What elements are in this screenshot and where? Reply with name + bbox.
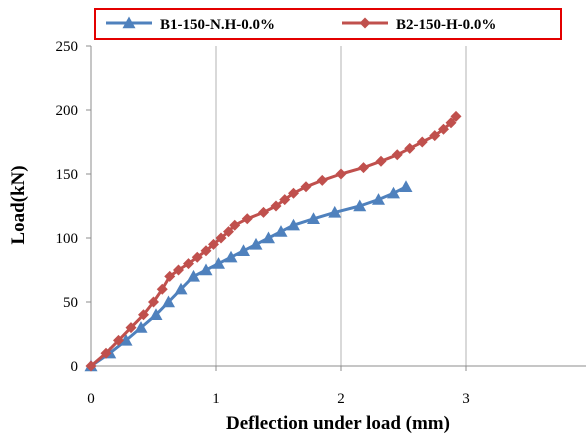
y-tick-label: 100 — [56, 231, 79, 247]
series-line — [91, 187, 406, 366]
series-1 — [85, 180, 413, 371]
series-group — [85, 111, 462, 372]
y-axis-title: Load(kN) — [8, 165, 29, 244]
data-point — [301, 181, 312, 192]
legend-label: B2-150-H-0.0% — [396, 17, 496, 33]
data-point — [317, 175, 328, 186]
x-tick-label: 1 — [212, 391, 220, 407]
data-point — [242, 213, 253, 224]
data-point — [404, 143, 415, 154]
y-tick-label: 150 — [56, 167, 79, 183]
y-tick-label: 200 — [56, 103, 79, 119]
legend: B1-150-N.H-0.0% B2-150-H-0.0% — [95, 9, 561, 39]
data-point — [417, 137, 428, 148]
y-tick-label: 0 — [71, 359, 79, 375]
data-point — [258, 207, 269, 218]
x-tick-label: 2 — [337, 391, 345, 407]
y-tick-label: 50 — [63, 295, 78, 311]
data-point — [336, 169, 347, 180]
tick-labels: 05010015020025001234 — [56, 39, 586, 407]
legend-label: B1-150-N.H-0.0% — [160, 17, 275, 33]
data-point — [376, 156, 387, 167]
y-tick-label: 250 — [56, 39, 79, 55]
x-tick-label: 0 — [87, 391, 95, 407]
x-tick-label: 3 — [462, 391, 470, 407]
data-point — [392, 149, 403, 160]
data-point — [400, 180, 413, 192]
x-axis-title: Deflection under load (mm) — [226, 413, 450, 434]
data-point — [358, 162, 369, 173]
